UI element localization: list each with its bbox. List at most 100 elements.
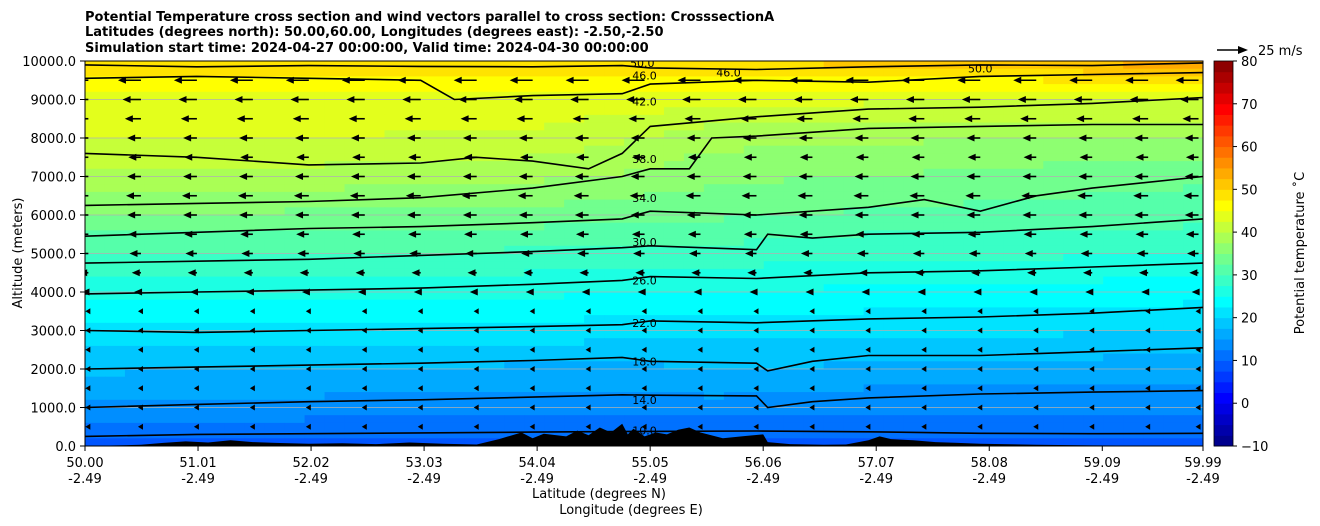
field-cell — [484, 415, 505, 424]
field-cell — [983, 68, 1004, 77]
field-cell — [683, 161, 705, 170]
field-cell — [903, 253, 925, 262]
field-cell — [903, 384, 925, 393]
field-cell — [164, 392, 186, 401]
wind-vector — [134, 288, 143, 296]
field-cell — [284, 68, 306, 77]
field-cell — [1103, 369, 1124, 378]
field-cell — [264, 99, 286, 108]
field-cell — [1063, 253, 1084, 262]
field-cell — [144, 353, 166, 362]
field-cell — [683, 61, 705, 70]
field-cell — [1083, 315, 1104, 324]
field-cell — [1063, 145, 1084, 154]
field-cell — [763, 330, 785, 339]
wind-vector — [1189, 269, 1199, 277]
field-cell — [743, 122, 765, 131]
field-cell — [144, 322, 166, 332]
field-cell — [564, 199, 585, 208]
field-cell — [164, 168, 186, 178]
field-cell — [644, 261, 665, 270]
wind-vector — [137, 346, 143, 353]
field-cell — [943, 338, 965, 347]
field-cell — [204, 130, 226, 139]
field-cell — [464, 99, 485, 108]
field-cell — [424, 253, 445, 262]
field-cell — [384, 369, 406, 378]
field-cell — [743, 145, 765, 154]
field-cell — [244, 338, 266, 347]
field-cell — [1063, 415, 1084, 424]
field-cell — [823, 392, 845, 401]
field-cell — [424, 369, 445, 378]
field-cell — [144, 176, 166, 185]
field-cell — [304, 176, 326, 185]
field-cell — [1023, 338, 1044, 347]
wind-vector — [525, 288, 534, 296]
field-cell — [963, 161, 984, 170]
field-cell — [983, 345, 1004, 355]
field-cell — [624, 184, 645, 193]
field-cell — [444, 399, 465, 409]
field-cell — [304, 384, 326, 393]
field-cell — [304, 284, 326, 293]
field-cell — [284, 284, 306, 293]
field-cell — [683, 369, 705, 378]
field-cell — [1063, 130, 1084, 139]
field-cell — [883, 384, 905, 393]
x-tick-label-lon: -2.49 — [68, 472, 102, 487]
wind-vector — [853, 192, 869, 200]
field-cell — [903, 91, 925, 101]
field-cell — [903, 99, 925, 108]
field-cell — [1163, 284, 1184, 293]
field-cell — [1163, 61, 1184, 70]
field-cell — [723, 422, 745, 432]
field-cell — [863, 261, 885, 270]
field-cell — [883, 107, 905, 116]
field-cell — [404, 392, 425, 401]
field-cell — [404, 276, 425, 285]
field-cell — [923, 345, 945, 355]
field-cell — [783, 222, 805, 231]
field-cell — [224, 138, 246, 147]
field-cell — [803, 145, 825, 154]
field-cell — [85, 153, 106, 162]
field-cell — [104, 422, 126, 432]
field-cell — [1043, 322, 1064, 332]
field-cell — [743, 353, 765, 362]
field-cell — [524, 199, 545, 208]
field-cell — [1003, 399, 1024, 409]
wind-vector — [249, 346, 255, 353]
field-cell — [444, 276, 465, 285]
field-cell — [424, 430, 445, 439]
field-cell — [823, 168, 845, 178]
field-cell — [943, 407, 965, 416]
field-cell — [524, 122, 545, 131]
field-cell — [983, 330, 1004, 339]
wind-vector — [239, 173, 253, 180]
field-cell — [364, 153, 386, 162]
wind-vector — [753, 385, 759, 392]
field-cell — [803, 407, 825, 416]
field-cell — [723, 130, 745, 139]
field-cell — [1103, 330, 1124, 339]
field-cell — [743, 338, 765, 347]
field-cell — [1183, 207, 1203, 216]
colorbar-segment — [1214, 210, 1233, 222]
field-cell — [823, 353, 845, 362]
wind-vector — [1145, 346, 1151, 353]
field-cell — [1163, 299, 1184, 308]
field-cell — [85, 361, 106, 370]
field-cell — [364, 168, 386, 178]
field-cell — [1083, 238, 1104, 247]
field-cell — [244, 438, 266, 446]
wind-vector — [921, 366, 927, 372]
field-cell — [903, 299, 925, 308]
field-cell — [104, 276, 126, 285]
field-cell — [344, 99, 366, 108]
field-cell — [85, 168, 106, 178]
field-cell — [1023, 438, 1044, 446]
field-cell — [843, 215, 865, 224]
field-cell — [1023, 292, 1044, 301]
field-cell — [1163, 245, 1184, 255]
